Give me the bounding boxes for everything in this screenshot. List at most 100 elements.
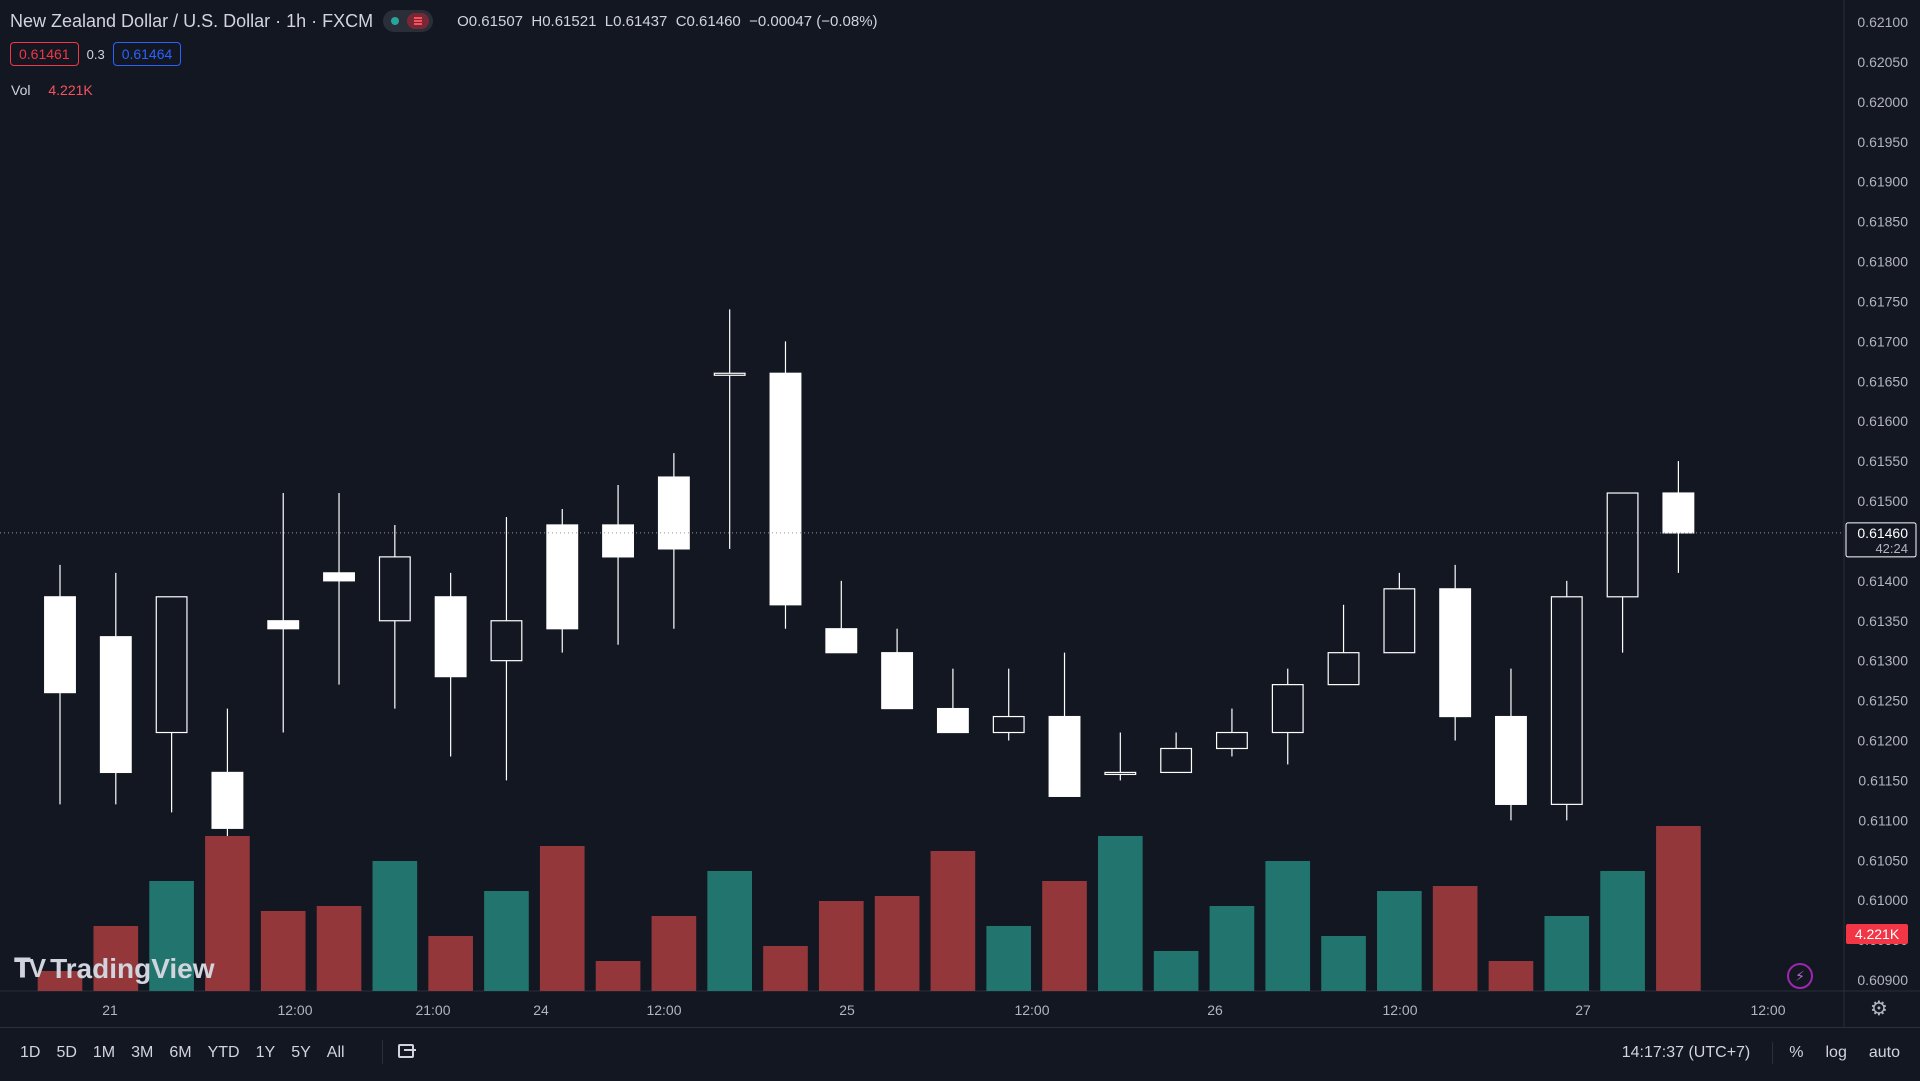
candle[interactable]	[1662, 492, 1695, 534]
tradingview-watermark: 𝐓V TradingView	[14, 953, 215, 985]
candle[interactable]	[881, 652, 914, 710]
candle[interactable]	[1327, 652, 1360, 686]
price-tick-label: 0.61550	[1857, 453, 1908, 469]
range-1m[interactable]: 1M	[92, 1044, 116, 1061]
volume-bar	[1432, 886, 1478, 991]
ohlc-values: O0.61507 H0.61521 L0.61437 C0.61460 −0.0…	[457, 12, 878, 30]
candle[interactable]	[211, 771, 244, 829]
price-tick-label: 0.61150	[1858, 772, 1908, 788]
buy-button[interactable]: 0.61464	[112, 42, 182, 66]
candle[interactable]	[378, 556, 411, 622]
candle[interactable]	[1606, 492, 1639, 598]
volume-bar	[1098, 836, 1143, 991]
gear-icon[interactable]: ⚙	[1870, 998, 1888, 1020]
volume-bar	[1600, 871, 1645, 991]
candle[interactable]	[155, 596, 188, 734]
auto-scale-toggle[interactable]: auto	[1868, 1044, 1900, 1061]
candle[interactable]	[323, 572, 355, 582]
price-tick-label: 0.61300	[1857, 653, 1908, 669]
candle[interactable]	[936, 707, 969, 734]
candle[interactable]	[1160, 747, 1193, 774]
symbol-title[interactable]: New Zealand Dollar / U.S. Dollar · 1h · …	[10, 10, 374, 31]
range-1y[interactable]: 1Y	[255, 1044, 276, 1061]
watermark-text: TradingView	[50, 953, 215, 984]
volume-label[interactable]: Vol	[11, 82, 31, 98]
range-5d[interactable]: 5D	[56, 1044, 77, 1061]
percent-scale-toggle[interactable]: %	[1789, 1044, 1804, 1061]
volume-badge	[1846, 924, 1908, 944]
price-tick-label: 0.61350	[1857, 613, 1908, 629]
price-tick-label: 0.61750	[1857, 293, 1908, 309]
volume-bar	[1377, 891, 1422, 991]
price-axis[interactable]	[1844, 0, 1920, 1027]
market-status-toggle[interactable]	[383, 10, 434, 32]
time-tick-label: 21:00	[415, 1002, 450, 1018]
candle[interactable]	[713, 372, 746, 376]
log-scale-toggle[interactable]: log	[1825, 1044, 1847, 1061]
candle[interactable]	[1383, 588, 1416, 654]
candle[interactable]	[546, 524, 579, 630]
volume-badge-value: 4.221K	[1855, 926, 1900, 942]
time-tick-label: 12:00	[277, 1002, 312, 1018]
price-tick-label: 0.61900	[1857, 174, 1908, 190]
candle[interactable]	[44, 596, 76, 694]
price-tick-label: 0.61600	[1857, 413, 1908, 429]
price-tick-label: 0.61400	[1857, 573, 1908, 589]
timezone-clock[interactable]: 14:17:37 (UTC+7)	[1621, 1044, 1751, 1061]
range-3m[interactable]: 3M	[131, 1044, 154, 1061]
volume-bar	[707, 871, 752, 991]
volume-bar	[763, 946, 808, 991]
change-value: −0.00047 (−0.08%)	[749, 12, 878, 30]
low-value: 0.61437	[613, 12, 668, 30]
candle[interactable]	[490, 620, 523, 662]
spread-value: 0.3	[86, 46, 105, 62]
lightning-icon[interactable]: ⚡	[1787, 963, 1813, 989]
candle[interactable]	[769, 372, 802, 606]
candle[interactable]	[1215, 731, 1248, 750]
time-tick-label: 12:00	[1014, 1002, 1049, 1018]
candle[interactable]	[99, 636, 132, 774]
volume-bar	[986, 926, 1032, 991]
goto-date-icon[interactable]	[396, 1040, 418, 1062]
price-chart[interactable]: 0.62100 0.62050 0.62000 0.61950 0.61900 0.618…	[0, 0, 1920, 1027]
range-6m[interactable]: 6M	[169, 1044, 192, 1061]
time-tick-label: 25	[839, 1002, 855, 1018]
legend-header: New Zealand Dollar / U.S. Dollar · 1h · …	[10, 8, 878, 34]
candle[interactable]	[267, 620, 300, 630]
volume-bar	[930, 851, 976, 991]
volume-bar	[372, 861, 418, 991]
candle[interactable]	[602, 524, 635, 558]
range-ytd[interactable]: YTD	[207, 1044, 240, 1061]
candle[interactable]	[1048, 715, 1081, 797]
time-tick-label: 21	[102, 1002, 118, 1018]
data-problem-icon	[407, 13, 430, 29]
range-1d[interactable]: 1D	[20, 1044, 41, 1061]
sell-button[interactable]: 0.61461	[10, 42, 79, 66]
price-tick-label: 0.61000	[1857, 892, 1908, 908]
volume-bar	[316, 906, 362, 991]
candle[interactable]	[1550, 596, 1583, 805]
candle[interactable]	[1439, 588, 1472, 718]
volume-bar	[93, 926, 139, 991]
volume-bar	[1544, 916, 1590, 991]
candle[interactable]	[1271, 684, 1304, 734]
candle[interactable]	[1104, 771, 1137, 776]
volume-bar	[149, 881, 194, 991]
time-tick-label: 24	[533, 1002, 549, 1018]
candle[interactable]	[434, 596, 467, 678]
open-value: 0.61507	[468, 12, 524, 30]
candle[interactable]	[825, 628, 858, 654]
candle[interactable]	[992, 715, 1025, 734]
candle[interactable]	[657, 476, 690, 550]
range-5y[interactable]: 5Y	[291, 1044, 311, 1061]
volume-bar	[539, 846, 585, 991]
last-price-value: 0.61460	[1857, 525, 1908, 541]
tradingview-logo-icon: 𝐓V	[14, 953, 46, 983]
high-value: 0.61521	[542, 12, 597, 30]
range-all[interactable]: All	[326, 1044, 345, 1061]
price-tick-label: 0.62050	[1857, 54, 1908, 70]
candle[interactable]	[1495, 715, 1527, 805]
price-tick-label: 0.61500	[1857, 493, 1908, 509]
volume-bar	[1656, 826, 1701, 991]
volume-bar	[1321, 936, 1366, 991]
